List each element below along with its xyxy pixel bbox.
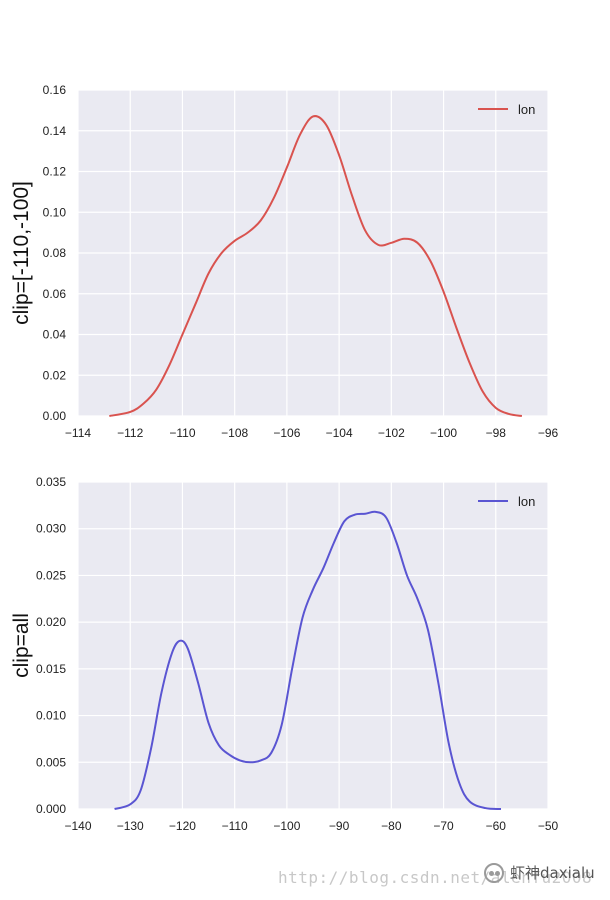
legend: lon: [478, 102, 535, 117]
y-tick-label: 0.025: [36, 568, 66, 582]
series-line-lon: [114, 510, 502, 810]
y-tick-label: 0.030: [36, 522, 66, 536]
x-tick-label: −102: [378, 426, 405, 440]
y-tick-label: 0.04: [43, 328, 67, 342]
y-tick-label: 0.14: [43, 124, 67, 138]
x-tick-label: −110: [169, 426, 195, 440]
x-tick-label: −104: [326, 426, 353, 440]
wechat-icon: [484, 862, 504, 883]
x-tick-label: −50: [538, 819, 559, 833]
x-tick-label: −112: [117, 426, 143, 440]
y-tick-label: 0.000: [36, 802, 66, 816]
y-axis-label: clip=[-110,-100]: [10, 181, 33, 325]
x-tick-label: −140: [64, 819, 91, 833]
y-tick-label: 0.08: [43, 246, 67, 260]
x-tick-label: −100: [273, 819, 300, 833]
legend: lon: [478, 494, 535, 509]
x-tick-label: −60: [486, 819, 507, 833]
x-tick-label: −80: [381, 819, 402, 833]
x-tick-label: −96: [538, 426, 559, 440]
x-tick-label: −90: [329, 819, 350, 833]
x-tick-label: −120: [169, 819, 196, 833]
y-tick-label: 0.005: [36, 755, 66, 769]
y-tick-label: 0.12: [43, 165, 67, 179]
x-tick-label: −98: [486, 426, 507, 440]
y-tick-label: 0.010: [36, 709, 66, 723]
series-line-lon: [109, 115, 523, 417]
plot-background: [78, 482, 548, 809]
legend-label: lon: [518, 102, 535, 117]
y-tick-label: 0.16: [43, 83, 67, 97]
y-tick-label: 0.00: [43, 409, 67, 423]
brand-text: 虾神daxialu: [510, 864, 595, 882]
chart-panel-1: −114 −112 −110 −108 −106 −104 −102 −100 −98 −96 0.…: [10, 83, 559, 440]
x-tick-label: −106: [273, 426, 300, 440]
x-tick-label: −110: [222, 819, 248, 833]
y-axis-label: clip=all: [10, 613, 33, 678]
watermark-brand: 虾神daxialu: [484, 862, 595, 883]
y-tick-label: 0.035: [36, 475, 66, 489]
legend-label: lon: [518, 494, 535, 509]
y-tick-label: 0.06: [43, 287, 67, 301]
x-tick-label: −70: [433, 819, 454, 833]
y-tick-label: 0.02: [43, 368, 67, 382]
y-tick-label: 0.015: [36, 662, 66, 676]
x-tick-label: −130: [117, 819, 144, 833]
chart-panel-2: −140 −130 −120 −110 −100 −90 −80 −70 −60 −50 0.000…: [10, 475, 559, 833]
x-tick-label: −100: [430, 426, 457, 440]
y-tick-label: 0.10: [43, 205, 67, 219]
watermark-url: http://blog.csdn.net/alenfu2008: [278, 868, 593, 887]
x-tick-label: −114: [65, 426, 91, 440]
x-tick-label: −108: [221, 426, 248, 440]
y-tick-label: 0.020: [36, 615, 66, 629]
